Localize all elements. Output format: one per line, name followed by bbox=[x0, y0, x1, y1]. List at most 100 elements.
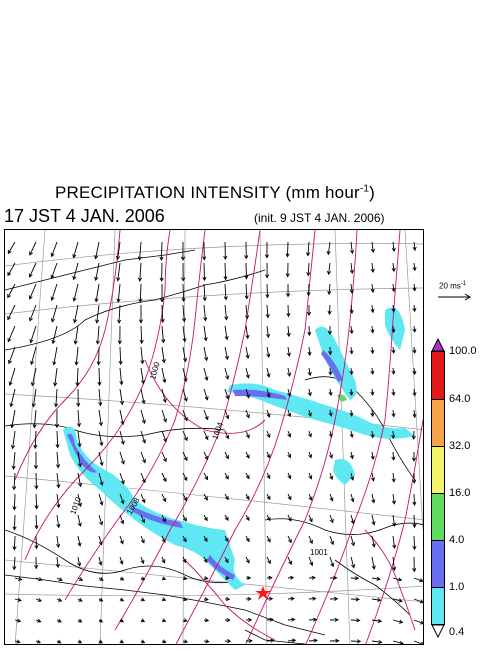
wind-vector-head bbox=[139, 339, 144, 345]
wind-vector-head bbox=[163, 438, 167, 443]
wind-vector-head bbox=[77, 542, 82, 547]
wind-vector bbox=[119, 451, 125, 465]
wind-vector-head bbox=[392, 566, 397, 572]
wind-vector-head bbox=[248, 638, 253, 643]
wind-vector-head bbox=[29, 339, 34, 344]
wind-vector-head bbox=[307, 351, 312, 357]
weather-map: 1000 1004 1010 1008 1001 bbox=[4, 229, 424, 645]
wind-vector bbox=[308, 451, 312, 458]
wind-vector-head bbox=[117, 319, 122, 324]
wind-vector-head bbox=[204, 435, 209, 441]
wind-vector bbox=[371, 262, 374, 273]
wind-vector bbox=[52, 325, 58, 344]
wind-vector-head bbox=[245, 334, 250, 340]
wind-vector bbox=[371, 514, 375, 525]
wind-vector-head bbox=[120, 460, 125, 465]
wind-vector-head bbox=[57, 639, 62, 644]
wind-vector bbox=[308, 430, 312, 437]
wind-vector-head bbox=[226, 639, 232, 644]
map-title-exponent: -1 bbox=[359, 183, 370, 195]
wind-vector-head bbox=[140, 576, 146, 581]
wind-vector-head bbox=[160, 318, 165, 324]
wind-vector-head bbox=[183, 597, 188, 602]
wind-vector bbox=[371, 619, 382, 622]
wind-vector-head bbox=[265, 314, 270, 319]
wind-vector-head bbox=[268, 575, 273, 580]
wind-vector bbox=[203, 451, 209, 460]
colorbar-label: 32.0 bbox=[449, 440, 471, 452]
wind-vector bbox=[224, 472, 229, 480]
wind-vector bbox=[98, 535, 103, 545]
wind-vector-head bbox=[204, 396, 209, 401]
wind-vector bbox=[245, 556, 250, 564]
colorbar-label: 100.0 bbox=[449, 345, 477, 357]
wind-vector bbox=[119, 535, 124, 544]
wind-vector bbox=[140, 388, 145, 404]
wind-vector-head bbox=[264, 254, 270, 259]
wind-vector-head bbox=[225, 455, 229, 460]
wind-vector bbox=[203, 262, 205, 281]
wind-vector bbox=[140, 493, 146, 503]
wind-vector-head bbox=[309, 539, 313, 545]
wind-vector bbox=[371, 241, 374, 253]
wind-vector bbox=[203, 409, 209, 420]
wind-vector bbox=[392, 451, 395, 460]
wind-vector-head bbox=[266, 413, 271, 418]
wind-vector bbox=[245, 346, 249, 359]
wind-vector-head bbox=[307, 371, 312, 377]
wind-vector-head bbox=[398, 619, 404, 624]
wind-vector bbox=[119, 493, 124, 504]
wind-vector-head bbox=[291, 617, 296, 622]
wind-vector-head bbox=[224, 558, 229, 564]
wind-vector bbox=[224, 535, 229, 542]
wind-vector-head bbox=[161, 576, 167, 581]
wind-vector-head bbox=[308, 496, 313, 501]
wind-vector bbox=[350, 283, 353, 294]
wind-vector-head bbox=[12, 546, 17, 551]
wind-vector bbox=[13, 493, 16, 510]
wind-vector bbox=[308, 598, 316, 600]
wind-vector bbox=[140, 472, 146, 483]
wind-vector-head bbox=[412, 307, 417, 313]
wind-vector-head bbox=[142, 459, 146, 464]
wind-vector bbox=[287, 430, 291, 438]
wind-vector-head bbox=[55, 563, 60, 569]
wind-vector-head bbox=[412, 287, 417, 292]
wind-vector bbox=[161, 514, 166, 522]
wind-vector-head bbox=[419, 578, 423, 583]
wind-vector-head bbox=[7, 293, 11, 299]
wind-vector-head bbox=[398, 598, 403, 603]
wind-vector bbox=[203, 325, 207, 341]
wind-vector bbox=[350, 241, 353, 254]
wind-vector bbox=[328, 283, 331, 295]
wind-vector bbox=[350, 409, 353, 417]
wind-vector bbox=[413, 304, 416, 312]
wind-vector bbox=[350, 514, 354, 524]
wind-vector-head bbox=[370, 288, 375, 294]
wind-vector-head bbox=[8, 381, 13, 386]
wind-vector bbox=[371, 640, 382, 643]
wind-vector-head bbox=[57, 597, 63, 602]
wind-vector-head bbox=[204, 597, 209, 602]
wind-vector bbox=[392, 409, 395, 417]
wind-vector-head bbox=[245, 537, 250, 543]
wind-vector-head bbox=[50, 296, 55, 301]
wind-vector bbox=[119, 430, 124, 445]
wind-vector-head bbox=[265, 333, 271, 339]
wind-vector-head bbox=[223, 276, 228, 281]
wind-vector-head bbox=[306, 311, 312, 317]
wind-vector-head bbox=[266, 433, 271, 439]
wind-vector-head bbox=[391, 247, 396, 253]
wind-vector bbox=[119, 388, 123, 405]
wind-vector bbox=[98, 409, 102, 426]
wind-vector bbox=[77, 514, 81, 527]
wind-vector bbox=[51, 304, 58, 322]
wind-vector bbox=[392, 577, 402, 581]
wind-vector bbox=[224, 409, 229, 419]
wind-vector-head bbox=[37, 618, 42, 623]
wind-vector bbox=[161, 304, 164, 323]
wind-vector bbox=[97, 325, 100, 344]
wind-vector bbox=[73, 262, 79, 280]
wind-vector bbox=[161, 472, 167, 482]
wind-vector bbox=[392, 283, 395, 292]
